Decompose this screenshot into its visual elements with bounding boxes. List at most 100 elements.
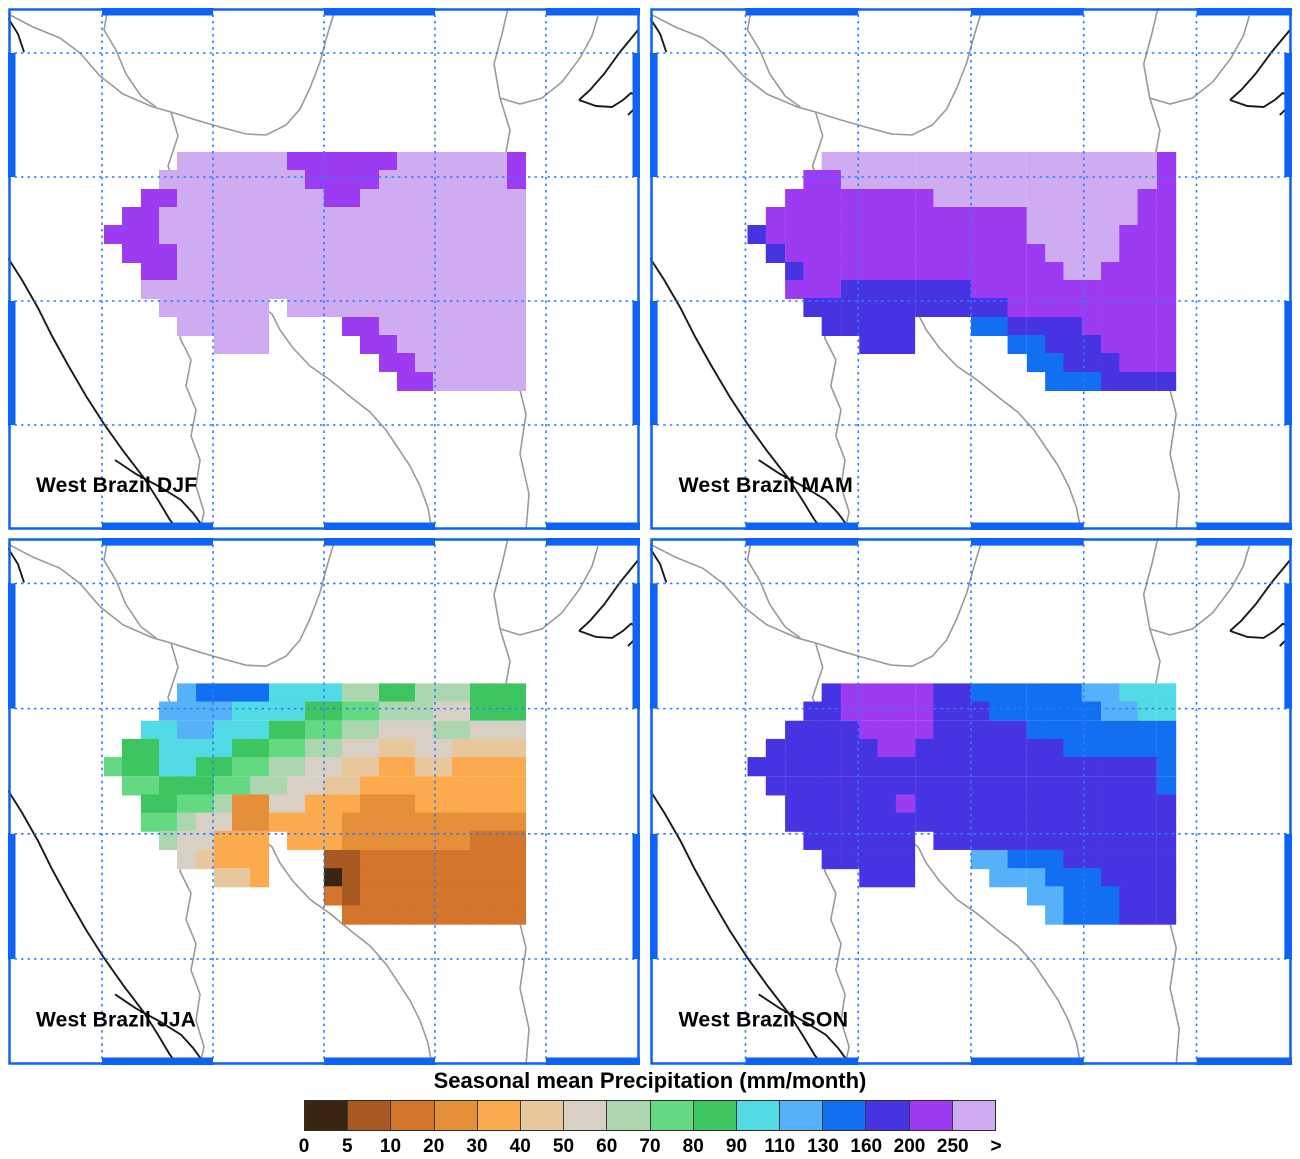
precip-cell <box>970 206 990 226</box>
precip-cell <box>177 757 197 777</box>
colorbar-swatch <box>433 1101 477 1130</box>
precip-cell <box>488 905 508 925</box>
precip-cell <box>1100 757 1120 777</box>
precip-cell <box>378 683 398 703</box>
precip-cell <box>989 849 1009 869</box>
precip-cell <box>933 738 953 758</box>
precip-cell <box>877 188 897 208</box>
precip-cell <box>396 886 416 906</box>
precip-cell <box>506 316 526 336</box>
precip-cell <box>1007 298 1028 318</box>
precip-cell <box>213 225 233 245</box>
colorbar-tick-label: 110 <box>764 1136 796 1157</box>
precip-cell <box>784 738 804 758</box>
precip-cell <box>1026 206 1046 226</box>
precip-cell <box>1100 353 1120 373</box>
precip-cell <box>287 831 306 851</box>
precip-cell <box>766 738 786 758</box>
precip-cell <box>859 188 879 208</box>
precip-cell <box>914 188 935 208</box>
precip-cell <box>1026 757 1046 777</box>
precip-cell <box>1137 188 1158 208</box>
precip-cell <box>451 831 471 851</box>
precip-cell <box>1156 794 1176 814</box>
precip-cell <box>415 794 435 814</box>
precip-cell <box>1156 371 1176 391</box>
precip-cell <box>1026 280 1046 300</box>
precip-cell <box>1082 298 1102 318</box>
precip-cell <box>323 849 343 869</box>
precip-cell <box>896 849 916 869</box>
precip-cell <box>1082 831 1102 851</box>
precip-cells-djf <box>8 8 640 530</box>
precip-cell <box>933 206 953 226</box>
precip-cell <box>1119 261 1139 281</box>
precip-cell <box>1156 335 1176 354</box>
precip-cell <box>213 188 233 208</box>
precip-cell <box>506 849 526 869</box>
precip-cell <box>1063 868 1083 888</box>
precip-cell <box>1100 335 1120 354</box>
precip-cell <box>360 849 380 869</box>
precip-cell <box>378 775 398 795</box>
panel-jja: West Brazil JJA <box>8 538 640 1065</box>
precip-cell <box>821 316 842 336</box>
precip-cell <box>1082 371 1102 391</box>
precip-cell <box>859 831 879 851</box>
precip-cell <box>360 683 380 703</box>
precip-cell <box>213 701 233 722</box>
precip-cell <box>396 225 416 245</box>
precip-cell <box>1156 316 1176 336</box>
precip-cell <box>1082 683 1102 703</box>
precip-cell <box>396 298 416 318</box>
precip-cell <box>989 868 1009 888</box>
precip-cell <box>840 720 860 740</box>
precip-cell <box>506 206 526 226</box>
precip-cell <box>268 775 288 795</box>
precip-cell <box>1137 794 1158 814</box>
precip-cell <box>396 371 416 391</box>
precip-cell <box>360 225 380 245</box>
precip-cell <box>1063 225 1083 245</box>
precip-cell <box>451 152 471 171</box>
precip-cell <box>1026 831 1046 851</box>
precip-cell <box>177 720 197 740</box>
precip-cell <box>914 225 935 245</box>
precip-cell <box>488 206 508 226</box>
precip-cell <box>859 775 879 795</box>
precip-cell <box>914 298 935 318</box>
precip-cell <box>250 775 270 795</box>
precip-cell <box>287 683 306 703</box>
precip-cell <box>1044 353 1065 373</box>
precip-cell <box>268 188 288 208</box>
precip-cell <box>470 775 489 795</box>
precip-cell <box>195 152 215 171</box>
precip-cell <box>914 152 935 171</box>
precip-cell <box>1007 868 1028 888</box>
precip-cell <box>140 261 160 281</box>
precip-cell <box>989 812 1009 832</box>
precip-cell <box>268 225 288 245</box>
precip-cell <box>250 701 270 722</box>
precip-cell <box>1044 849 1065 869</box>
precip-cell <box>213 868 233 888</box>
precip-cell <box>488 701 508 722</box>
precip-cell <box>1156 775 1176 795</box>
precip-cell <box>415 188 435 208</box>
precip-cell <box>1137 353 1158 373</box>
precip-cell <box>1156 280 1176 300</box>
precip-cell <box>287 757 306 777</box>
precip-cell <box>951 298 972 318</box>
precip-cell <box>877 683 897 703</box>
precip-cell <box>232 794 252 814</box>
precip-cell <box>1082 775 1102 795</box>
precip-cell <box>970 316 990 336</box>
precip-cell <box>1063 794 1083 814</box>
precip-cell <box>859 738 879 758</box>
colorbar-tick-labels: 0 5 10 20 30 40 50 60 70 80 90 110 130 160 200 250 > <box>0 1136 1300 1159</box>
precip-cell <box>1063 831 1083 851</box>
precip-cell <box>488 280 508 300</box>
precip-cell <box>360 206 380 226</box>
precip-cell <box>451 188 471 208</box>
precip-cell <box>396 831 416 851</box>
